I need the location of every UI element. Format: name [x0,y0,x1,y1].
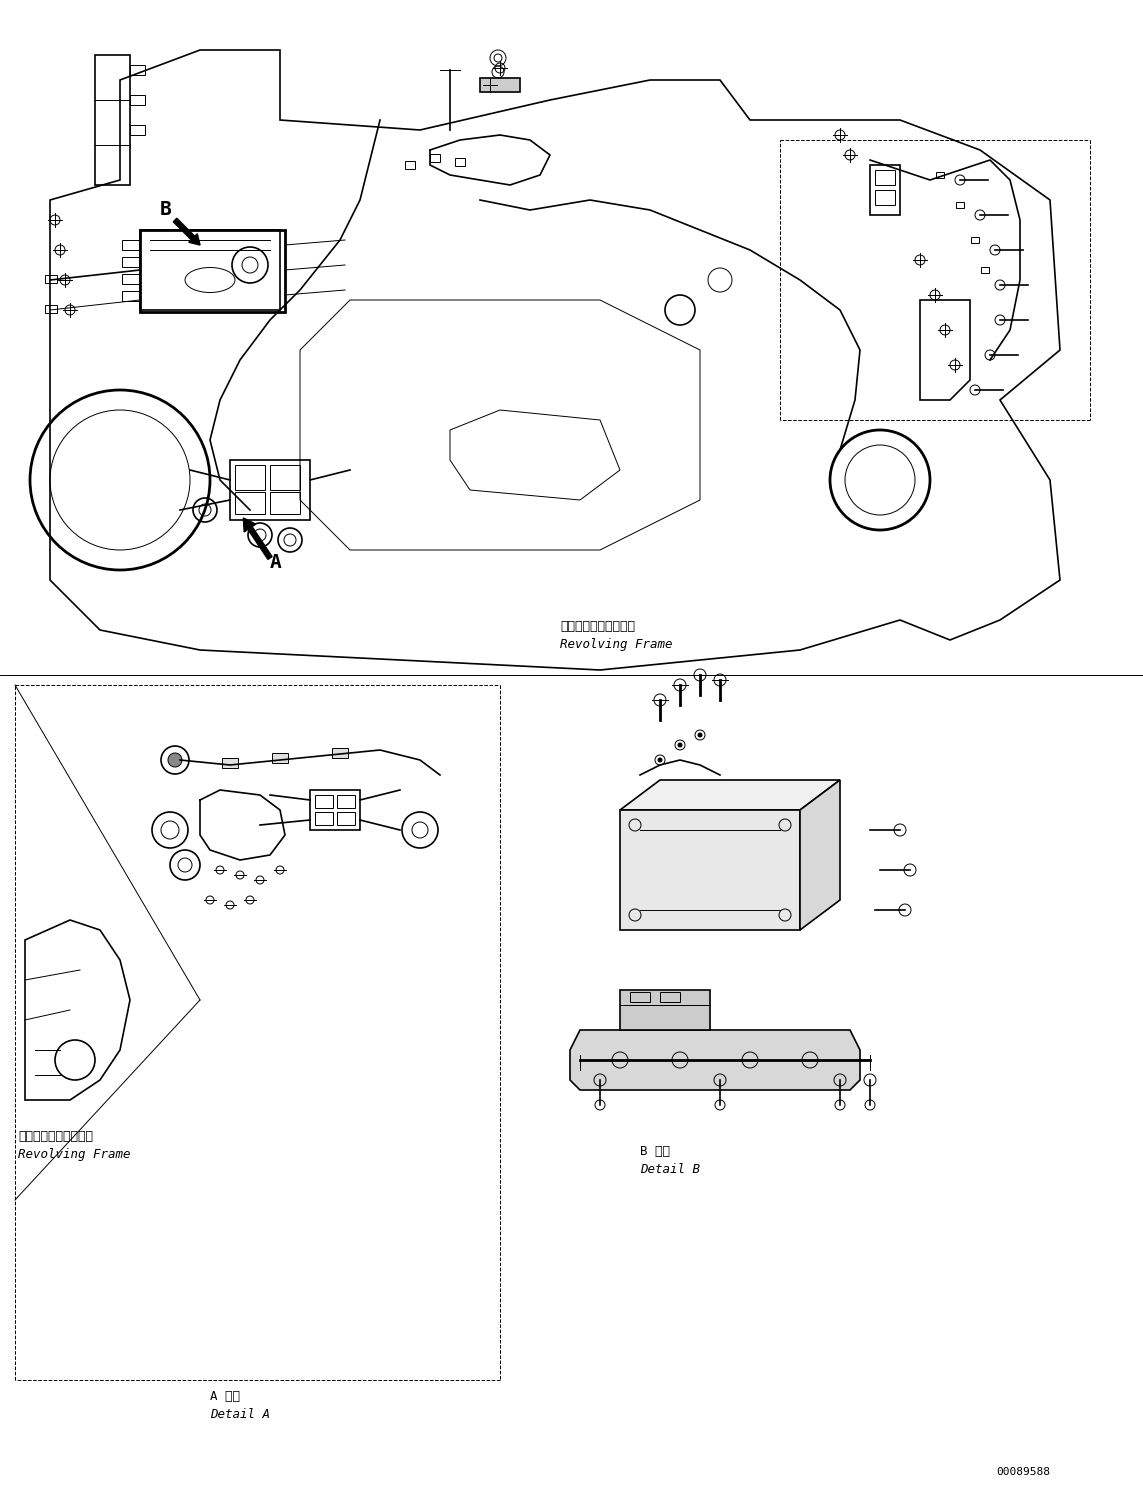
Bar [130,125,145,136]
Bar [315,813,333,825]
Text: Revolving Frame: Revolving Frame [18,1148,130,1161]
Circle shape [658,757,662,762]
Polygon shape [480,78,520,92]
Bar [660,992,680,1002]
Bar [337,795,355,808]
Bar [222,757,238,768]
Bar [331,748,347,757]
Bar [956,201,964,209]
Text: B 詳細: B 詳細 [640,1145,670,1159]
Bar [876,189,895,204]
Circle shape [678,743,682,747]
Polygon shape [570,1030,860,1090]
Bar [230,461,310,520]
Text: レボルビングフレーム: レボルビングフレーム [18,1130,93,1144]
Bar [130,95,145,104]
Bar [936,171,944,177]
Bar [95,55,130,185]
FancyArrow shape [174,218,200,245]
Bar [122,240,139,250]
Bar [972,237,980,243]
Text: Detail A: Detail A [210,1408,270,1421]
Text: A 詳細: A 詳細 [210,1390,240,1403]
Bar [235,492,265,514]
Bar [45,274,57,283]
Bar [337,813,355,825]
Bar [272,753,288,763]
Bar [455,158,465,166]
Bar [235,465,265,491]
Bar [405,161,415,168]
Text: A: A [270,553,282,573]
Bar [870,166,900,215]
Circle shape [698,734,702,737]
Bar [876,170,895,185]
Polygon shape [800,780,840,930]
Text: Revolving Frame: Revolving Frame [560,638,672,652]
Circle shape [168,753,182,766]
Text: B: B [160,200,171,219]
Text: 00089588: 00089588 [996,1467,1050,1478]
Text: レボルビングフレーム: レボルビングフレーム [560,620,636,634]
Polygon shape [620,810,800,930]
Bar [310,790,360,830]
Bar [139,230,285,312]
Bar [315,795,333,808]
Bar [122,256,139,267]
Polygon shape [620,780,840,810]
Bar [122,274,139,283]
Bar [630,992,650,1002]
Bar [981,267,989,273]
Polygon shape [620,990,710,1030]
Bar [122,291,139,301]
Bar [130,66,145,75]
Bar [270,465,299,491]
Bar [430,154,440,163]
Bar [270,492,299,514]
FancyArrow shape [243,517,272,559]
Text: Detail B: Detail B [640,1163,700,1176]
Bar [45,306,57,313]
Bar [139,230,280,310]
